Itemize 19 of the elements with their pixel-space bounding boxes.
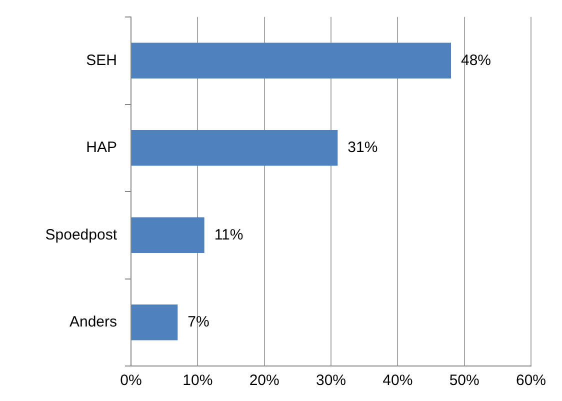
y-tick-label: Spoedpost — [45, 226, 118, 244]
data-label: 11% — [214, 226, 244, 244]
bar — [132, 217, 204, 254]
bar — [132, 304, 178, 340]
x-tick-label: 50% — [449, 372, 480, 390]
data-label: 31% — [348, 139, 378, 156]
y-tick-label: SEH — [86, 52, 117, 69]
bar — [132, 130, 338, 166]
x-tick-label: 40% — [382, 372, 413, 390]
x-tick-label: 20% — [249, 372, 280, 390]
data-label: 7% — [188, 314, 210, 331]
x-tick-label: 60% — [516, 372, 546, 390]
x-tick-label: 10% — [182, 372, 213, 390]
x-tick-label: 0% — [120, 372, 142, 390]
data-label: 48% — [461, 52, 492, 69]
x-tick-label: 30% — [316, 372, 346, 390]
y-tick-label: HAP — [86, 139, 117, 156]
y-tick-label: Anders — [69, 314, 117, 331]
bar — [132, 42, 451, 79]
